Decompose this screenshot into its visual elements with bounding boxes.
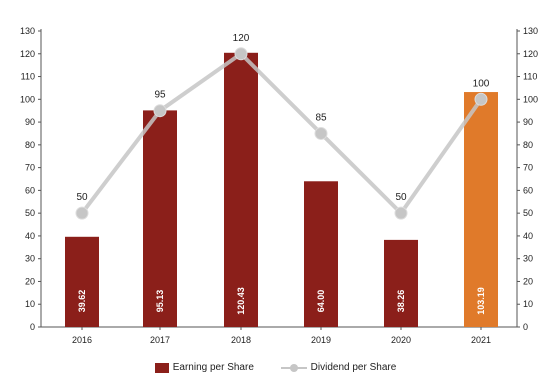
dps-point-label: 50 (76, 192, 88, 203)
eps-bar (224, 52, 258, 327)
y-tick-right-label: 60 (523, 185, 533, 195)
y-tick-left-label: 0 (30, 322, 35, 332)
y-tick-left-label: 130 (20, 26, 35, 36)
eps-bar-label: 39.62 (77, 290, 87, 313)
x-tick-label: 2018 (231, 335, 251, 345)
y-tick-left-label: 10 (25, 299, 35, 309)
x-tick-label: 2019 (311, 335, 331, 345)
legend: Earning per Share Dividend per Share (0, 362, 551, 373)
dps-point (314, 126, 328, 140)
y-tick-left-label: 60 (25, 185, 35, 195)
eps-bar (304, 181, 338, 327)
eps-bar-label: 95.13 (155, 290, 165, 313)
dps-point (394, 206, 408, 220)
eps-bar (65, 236, 99, 327)
legend-bar-swatch (154, 362, 169, 373)
dps-point (153, 104, 167, 118)
dps-point-label: 100 (473, 78, 490, 89)
x-tick-label: 2016 (72, 335, 92, 345)
y-tick-left-label: 120 (20, 49, 35, 59)
legend-line-swatch (280, 363, 307, 373)
eps-bar (384, 239, 418, 327)
eps-bar-label: 38.26 (396, 290, 406, 313)
y-tick-right-label: 20 (523, 276, 533, 286)
y-tick-left-label: 20 (25, 276, 35, 286)
legend-label-eps: Earning per Share (172, 362, 254, 373)
dps-point-label: 95 (154, 90, 166, 101)
eps-bar-label: 64.00 (316, 290, 326, 313)
x-tick-label: 2020 (391, 335, 411, 345)
dps-point (474, 92, 488, 106)
dps-point-label: 120 (233, 33, 250, 44)
legend-label-dps: Dividend per Share (310, 362, 397, 373)
y-tick-right-label: 0 (523, 322, 528, 332)
y-tick-left-label: 50 (25, 208, 35, 218)
bar-series: 39.62 95.13 120.43 64.00 38.26 103.19 (65, 52, 498, 328)
x-tick-label: 2017 (150, 335, 170, 345)
x-tick-label: 2021 (471, 335, 491, 345)
dps-point-label: 85 (315, 112, 327, 123)
y-tick-right-label: 90 (523, 117, 533, 127)
dps-point-label: 50 (395, 192, 407, 203)
y-tick-left-label: 100 (20, 94, 35, 104)
y-tick-left-label: 90 (25, 117, 35, 127)
y-tick-right-label: 130 (523, 26, 538, 36)
y-tick-right-label: 80 (523, 140, 533, 150)
line-series: 50 95 120 85 50 100 (75, 33, 490, 220)
eps-bar (143, 110, 177, 328)
dps-line (80, 51, 483, 216)
dps-point (234, 47, 248, 61)
y-tick-right-label: 50 (523, 208, 533, 218)
eps-bar (464, 92, 498, 327)
y-tick-left-label: 110 (21, 72, 35, 82)
y-tick-right-label: 100 (523, 94, 538, 104)
y-tick-right-label: 70 (523, 163, 533, 173)
y-tick-left-label: 30 (25, 254, 35, 264)
y-tick-right-label: 30 (523, 254, 533, 264)
y-tick-right-label: 120 (523, 49, 538, 59)
y-tick-left-label: 80 (25, 140, 35, 150)
y-tick-right-label: 40 (523, 231, 533, 241)
axes: 0 10 20 30 40 50 60 70 80 90 100 110 120 130 0 10 20 30 40… (20, 26, 538, 345)
y-tick-right-label: 10 (523, 299, 533, 309)
y-tick-left-label: 70 (25, 163, 35, 173)
eps-bar-label: 103.19 (476, 287, 486, 315)
dps-point (75, 206, 89, 220)
y-tick-right-label: 110 (523, 72, 537, 82)
eps-bar-label: 120.43 (236, 287, 246, 315)
y-tick-left-label: 40 (25, 231, 35, 241)
